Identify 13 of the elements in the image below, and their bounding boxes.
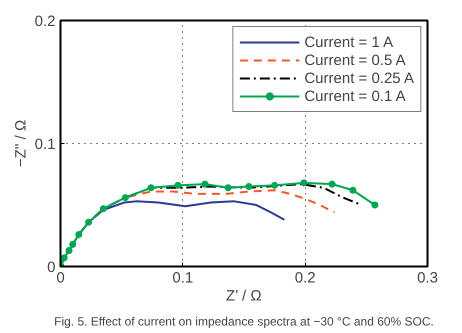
- x-tick-label: 0.1: [172, 270, 194, 286]
- legend-label: Current = 0.5 A: [304, 51, 406, 69]
- x-axis-title: Z’ / Ω: [226, 288, 262, 304]
- x-tick-label: 0.2: [294, 270, 316, 286]
- legend-label: Current = 0.25 A: [304, 69, 414, 87]
- legend-label: Current = 0.1 A: [304, 87, 406, 105]
- caption: Fig. 5. Effect of current on impedance spectra at −30 °C and 60% SOC.: [54, 314, 434, 328]
- legend-label: Current = 1 A: [304, 33, 394, 51]
- y-tick-label: 0: [47, 259, 56, 276]
- y-tick-label: 0.1: [34, 136, 56, 153]
- y-axis-title: −Z'' / Ω: [12, 120, 30, 168]
- x-tick-label: 0.3: [417, 270, 438, 286]
- y-tick-label: 0.2: [34, 13, 56, 30]
